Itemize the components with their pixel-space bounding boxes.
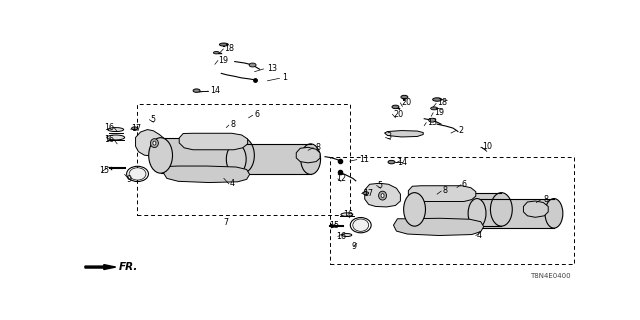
Text: 5: 5 (378, 180, 383, 189)
Text: 16: 16 (343, 210, 353, 219)
Ellipse shape (301, 144, 321, 174)
Text: 15: 15 (329, 221, 339, 230)
Text: 2: 2 (458, 125, 463, 135)
Ellipse shape (363, 192, 369, 195)
Text: 19: 19 (434, 108, 444, 117)
Ellipse shape (150, 139, 158, 148)
Ellipse shape (353, 219, 369, 231)
Ellipse shape (545, 198, 563, 228)
Text: 20: 20 (394, 109, 404, 118)
Text: 20: 20 (401, 98, 412, 107)
Ellipse shape (108, 128, 124, 132)
Text: 7: 7 (224, 218, 229, 227)
Text: 14: 14 (397, 157, 408, 167)
Ellipse shape (129, 168, 146, 180)
Polygon shape (365, 183, 401, 207)
Polygon shape (394, 218, 484, 236)
Bar (330, 157, 573, 264)
Text: 5: 5 (150, 115, 156, 124)
Polygon shape (163, 166, 250, 182)
Text: 18: 18 (437, 99, 447, 108)
Text: 4: 4 (477, 230, 482, 240)
Ellipse shape (249, 63, 256, 67)
Text: 18: 18 (224, 44, 234, 53)
Ellipse shape (107, 135, 125, 140)
Ellipse shape (490, 193, 512, 226)
Text: FR.: FR. (118, 262, 138, 272)
Polygon shape (385, 131, 423, 137)
Bar (236, 144, 310, 174)
Text: 4: 4 (230, 179, 235, 188)
Bar (137, 104, 350, 215)
Text: 8: 8 (442, 186, 447, 195)
Text: 1: 1 (282, 73, 287, 82)
Text: 8: 8 (230, 120, 236, 129)
Ellipse shape (213, 52, 220, 54)
Bar (161, 138, 243, 173)
Ellipse shape (132, 127, 138, 130)
Text: 19: 19 (218, 56, 228, 65)
Ellipse shape (153, 141, 156, 145)
Ellipse shape (379, 191, 387, 200)
Text: 10: 10 (482, 142, 492, 151)
Ellipse shape (230, 138, 254, 173)
Ellipse shape (404, 193, 426, 226)
Text: 17: 17 (132, 124, 141, 133)
Ellipse shape (468, 198, 486, 228)
Text: 12: 12 (336, 174, 346, 183)
Text: 14: 14 (210, 86, 220, 95)
Text: 11: 11 (359, 155, 369, 164)
Ellipse shape (431, 107, 438, 110)
Ellipse shape (341, 213, 353, 216)
Ellipse shape (342, 234, 352, 236)
Text: 17: 17 (363, 188, 373, 198)
Polygon shape (179, 133, 248, 150)
Ellipse shape (227, 144, 246, 174)
Text: 9: 9 (126, 175, 131, 184)
Text: 13: 13 (268, 64, 278, 73)
Polygon shape (408, 186, 476, 202)
Bar (477, 198, 554, 228)
Polygon shape (136, 130, 168, 156)
Polygon shape (524, 201, 548, 217)
Polygon shape (85, 265, 116, 269)
Text: 8: 8 (543, 195, 548, 204)
Text: 16: 16 (104, 135, 114, 144)
Text: 6: 6 (462, 180, 467, 189)
Text: 13: 13 (428, 118, 437, 127)
Ellipse shape (388, 160, 395, 164)
Ellipse shape (429, 118, 436, 122)
Polygon shape (296, 147, 320, 163)
Ellipse shape (401, 95, 408, 99)
Text: 16: 16 (336, 231, 346, 241)
Ellipse shape (220, 43, 228, 46)
Bar (415, 193, 501, 226)
Ellipse shape (433, 98, 442, 101)
Ellipse shape (392, 105, 399, 108)
Ellipse shape (148, 138, 173, 173)
Text: 9: 9 (352, 242, 357, 251)
Text: 15: 15 (99, 166, 109, 175)
Text: 3: 3 (387, 132, 392, 141)
Text: 6: 6 (255, 110, 260, 119)
Ellipse shape (193, 89, 200, 92)
Text: T8N4E0400: T8N4E0400 (531, 273, 571, 279)
Text: 16: 16 (104, 123, 114, 132)
Text: 8: 8 (315, 143, 320, 152)
Ellipse shape (381, 194, 384, 197)
